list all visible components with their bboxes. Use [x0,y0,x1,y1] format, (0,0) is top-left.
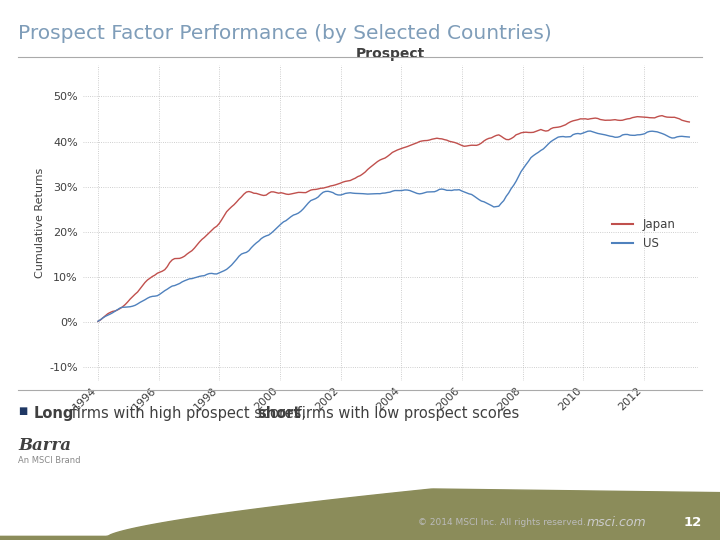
Text: firms with low prospect scores: firms with low prospect scores [292,406,519,421]
Text: 12: 12 [684,516,702,529]
Y-axis label: Cumulative Returns: Cumulative Returns [35,167,45,278]
Legend: Japan, US: Japan, US [607,213,680,255]
Text: firms with high prospect scores,: firms with high prospect scores, [67,406,310,421]
Text: © 2014 MSCI Inc. All rights reserved.: © 2014 MSCI Inc. All rights reserved. [418,518,585,527]
Title: Prospect: Prospect [356,47,426,61]
Text: Prospect Factor Performance (by Selected Countries): Prospect Factor Performance (by Selected… [18,24,552,43]
Text: ■: ■ [18,406,27,416]
Text: msci.com: msci.com [587,516,647,529]
Text: Barra: Barra [18,437,71,454]
Text: Long: Long [34,406,74,421]
Text: short: short [257,406,301,421]
Text: An MSCI Brand: An MSCI Brand [18,456,81,464]
